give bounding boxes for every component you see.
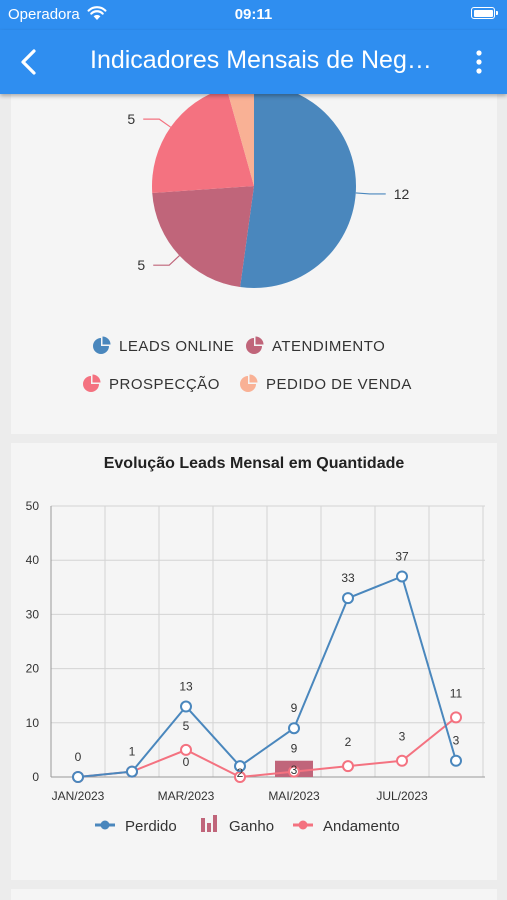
perdido-data-label: 1 (129, 745, 136, 759)
pie-slice-1 (240, 84, 356, 288)
legend-bar-icon (207, 823, 211, 832)
x-tick-label: JAN/2023 (52, 789, 105, 803)
carrier-name: Operadora (8, 6, 80, 23)
page-title: Indicadores Mensais de Negócios (90, 46, 435, 74)
y-tick-label: 20 (26, 662, 40, 676)
back-arrow-icon[interactable] (14, 46, 46, 78)
pie-data-label: 12 (394, 186, 410, 202)
perdido-data-label-bar: 9 (291, 742, 298, 756)
legend-item-4: PEDIDO DE VENDA (240, 374, 412, 393)
clock: 09:11 (234, 6, 273, 23)
y-tick-label: 0 (32, 770, 39, 784)
perdido-point (288, 722, 300, 735)
legend-bar-icon (213, 815, 217, 832)
perdido-data-label: 3 (453, 734, 460, 748)
pie-legend-icon (83, 376, 99, 392)
andamento-point (396, 754, 408, 767)
y-tick-label: 50 (26, 499, 40, 513)
legend-label: ATENDIMENTO (272, 338, 385, 355)
legend-label: LEADS ONLINE (119, 338, 234, 355)
perdido-line (77, 575, 457, 778)
legend-item-andamento: Andamento (293, 818, 400, 835)
y-tick-label: 40 (26, 553, 40, 567)
pie-label-line (143, 118, 172, 128)
legend-marker-icon (298, 820, 308, 830)
pie-legend-icon-wedge (255, 336, 264, 345)
perdido-data-label: 0 (75, 750, 82, 764)
perdido-point (72, 771, 84, 783)
pie-slice-2 (152, 186, 254, 288)
battery-icon (471, 7, 498, 19)
legend-label: PROSPECÇÃO (109, 376, 220, 393)
pie-slice-4 (226, 84, 254, 186)
legend-bar-icon (201, 818, 205, 832)
x-tick-label: MAI/2023 (268, 789, 320, 803)
andamento-point (342, 760, 354, 773)
pie-chart: 12 5 5 LEADS ONLINE ATENDIMENTO PROSPECÇÃO PED… (83, 84, 412, 393)
perdido-point (126, 765, 138, 778)
pie-chart-card: 12 5 5 LEADS ONLINE ATENDIMENTO PROSPECÇÃO PED… (11, 84, 497, 434)
perdido-point (342, 592, 354, 605)
x-tick-label: JUL/2023 (376, 789, 428, 803)
pie-data-label: 5 (127, 111, 135, 127)
andamento-point (180, 743, 192, 756)
perdido-data-label: 13 (179, 680, 193, 694)
pie-label-line (153, 255, 180, 266)
perdido-data-label: 9 (291, 701, 298, 715)
ganho-data-label: 0 (183, 755, 190, 769)
wifi-icon (87, 6, 107, 20)
y-tick-label: 30 (26, 607, 40, 621)
pie-slice-3 (152, 87, 254, 193)
status-bar: Operadora 09:11 (0, 0, 507, 30)
ganho-data-label: 2 (237, 766, 244, 780)
y-tick-label: 10 (26, 716, 40, 730)
legend-label: Andamento (323, 818, 400, 835)
more-vert-icon[interactable] (467, 48, 491, 76)
pie-legend-icon-wedge (92, 374, 101, 383)
andamento-data-label: 2 (345, 735, 352, 749)
perdido-data-label: 33 (341, 571, 355, 585)
legend-item-3: PROSPECÇÃO (83, 374, 220, 393)
perdido-data-label: 37 (395, 549, 409, 563)
andamento-line (77, 716, 457, 779)
pie-legend-icon-wedge (249, 374, 258, 383)
pie-legend-icon-wedge (102, 336, 111, 345)
perdido-point (450, 754, 462, 767)
legend-item-perdido: Perdido (95, 818, 177, 835)
legend-label: Perdido (125, 818, 177, 835)
x-tick-label: MAR/2023 (158, 789, 215, 803)
next-card (11, 889, 497, 900)
perdido-point (396, 570, 408, 583)
perdido-point (180, 700, 192, 713)
legend-item-ganho: Ganho (201, 815, 274, 835)
perdido-point (234, 760, 246, 773)
chart-title: Evolução Leads Mensal em Quantidade (103, 455, 405, 472)
andamento-data-label: 11 (450, 686, 463, 700)
pie-legend-icon (246, 338, 262, 354)
pie-data-label: 5 (137, 257, 145, 273)
andamento-data-label: 3 (399, 730, 406, 744)
legend-marker-icon (100, 820, 110, 830)
pie-legend-icon (240, 376, 256, 392)
andamento-point (450, 711, 462, 724)
andamento-point (288, 765, 300, 778)
legend-label: Ganho (229, 818, 274, 835)
legend-item-1: LEADS ONLINE (93, 336, 234, 355)
pie-legend-icon (93, 338, 109, 354)
andamento-data-label: 5 (183, 719, 190, 733)
line-chart-card: Evolução Leads Mensal em Quantidade 0 10 2… (11, 443, 497, 880)
pie-label-line (355, 192, 386, 195)
app-bar: Indicadores Mensais de Negócios (0, 30, 507, 94)
legend-item-2: ATENDIMENTO (246, 336, 385, 355)
ganho-data-label: 3 (291, 763, 298, 777)
legend-label: PEDIDO DE VENDA (266, 376, 412, 393)
